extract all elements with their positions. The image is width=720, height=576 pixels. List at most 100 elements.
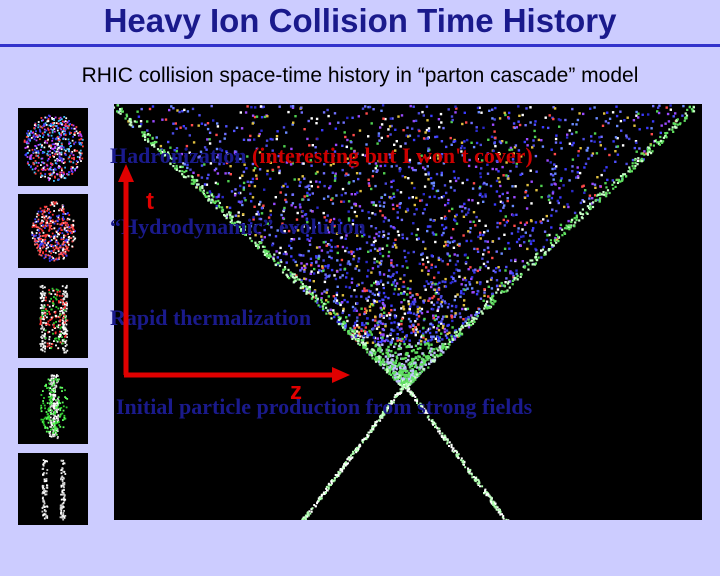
particle [378, 247, 381, 250]
particle [570, 132, 574, 136]
particle [62, 257, 65, 260]
particle [53, 258, 55, 260]
particle [65, 406, 68, 409]
particle [408, 158, 412, 162]
particle [460, 210, 464, 213]
particle [57, 408, 60, 411]
particle [453, 253, 456, 256]
particle [53, 149, 56, 152]
particle [44, 140, 47, 143]
particle [43, 517, 46, 520]
particle [65, 248, 68, 251]
particle [426, 358, 429, 361]
particle [342, 309, 345, 313]
particle [396, 356, 399, 360]
particle [438, 354, 441, 357]
particle [491, 123, 495, 126]
particle [54, 162, 57, 164]
particle [70, 170, 73, 172]
particle [535, 170, 538, 173]
particle [414, 320, 417, 323]
particle [303, 128, 306, 131]
particle [444, 217, 448, 220]
particle [395, 367, 398, 371]
particle [508, 148, 511, 152]
particle [427, 147, 430, 150]
particle [484, 306, 487, 309]
particle [366, 322, 370, 325]
particle [614, 136, 618, 139]
particle [559, 118, 562, 122]
particle [399, 347, 402, 350]
particle [371, 212, 374, 215]
particle [41, 174, 43, 177]
particle [619, 175, 623, 178]
particle [163, 149, 166, 152]
particle [45, 254, 47, 257]
particle [57, 247, 60, 250]
particle [440, 155, 443, 159]
particle [41, 316, 43, 319]
particle [499, 200, 503, 203]
particle [422, 166, 425, 169]
particle [310, 270, 313, 273]
particle [60, 485, 63, 488]
particle [309, 159, 312, 162]
particle [372, 201, 375, 204]
particle [306, 194, 309, 197]
particle [230, 217, 233, 220]
particle [242, 154, 245, 157]
particle [53, 434, 56, 437]
particle [192, 182, 195, 185]
particle [149, 142, 153, 145]
particle [58, 157, 61, 159]
particle [81, 138, 84, 141]
particle [243, 227, 246, 230]
particle [479, 231, 482, 234]
particle [502, 290, 505, 293]
particle [643, 153, 646, 156]
particle [50, 405, 53, 407]
particle [491, 108, 494, 111]
particle [389, 332, 393, 335]
particle [52, 418, 55, 421]
particle [68, 141, 71, 143]
particle [201, 186, 204, 190]
particle [271, 149, 274, 152]
particle [47, 150, 49, 153]
particle [384, 117, 387, 121]
particle [424, 343, 427, 346]
particle [467, 318, 470, 321]
particle [356, 234, 359, 237]
particle [41, 216, 43, 218]
particle [377, 323, 380, 327]
particle [400, 114, 404, 117]
particle [313, 225, 316, 229]
particle [43, 344, 46, 347]
particle [350, 281, 354, 284]
particle [458, 242, 461, 246]
particle [464, 260, 468, 264]
particle [28, 132, 31, 135]
particle [366, 351, 369, 354]
particle [47, 129, 50, 131]
particle [49, 150, 51, 153]
particle [548, 233, 551, 237]
particle [275, 250, 278, 253]
particle [433, 318, 437, 322]
particle [63, 173, 65, 176]
particle [36, 165, 39, 168]
particle [392, 367, 395, 371]
particle [70, 152, 73, 155]
particle [427, 282, 430, 285]
particle [336, 302, 339, 305]
particle [378, 357, 381, 360]
particle [442, 126, 445, 130]
particle [42, 485, 45, 487]
particle [202, 189, 205, 192]
particle [650, 127, 653, 130]
particle [631, 165, 634, 168]
particle [37, 126, 40, 129]
particle [68, 230, 71, 233]
particle [506, 175, 510, 178]
